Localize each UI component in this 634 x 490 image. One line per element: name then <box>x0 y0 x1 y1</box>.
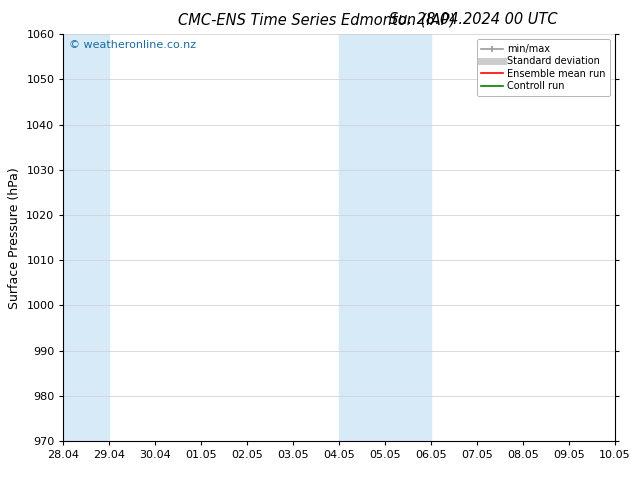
Bar <box>339 34 431 441</box>
Text: CMC-ENS Time Series Edmonton (IAP): CMC-ENS Time Series Edmonton (IAP) <box>178 12 456 27</box>
Text: Su. 28.04.2024 00 UTC: Su. 28.04.2024 00 UTC <box>389 12 558 27</box>
Y-axis label: Surface Pressure (hPa): Surface Pressure (hPa) <box>8 167 21 309</box>
Legend: min/max, Standard deviation, Ensemble mean run, Controll run: min/max, Standard deviation, Ensemble me… <box>477 39 610 96</box>
Bar <box>63 34 110 441</box>
Text: © weatheronline.co.nz: © weatheronline.co.nz <box>69 40 196 50</box>
